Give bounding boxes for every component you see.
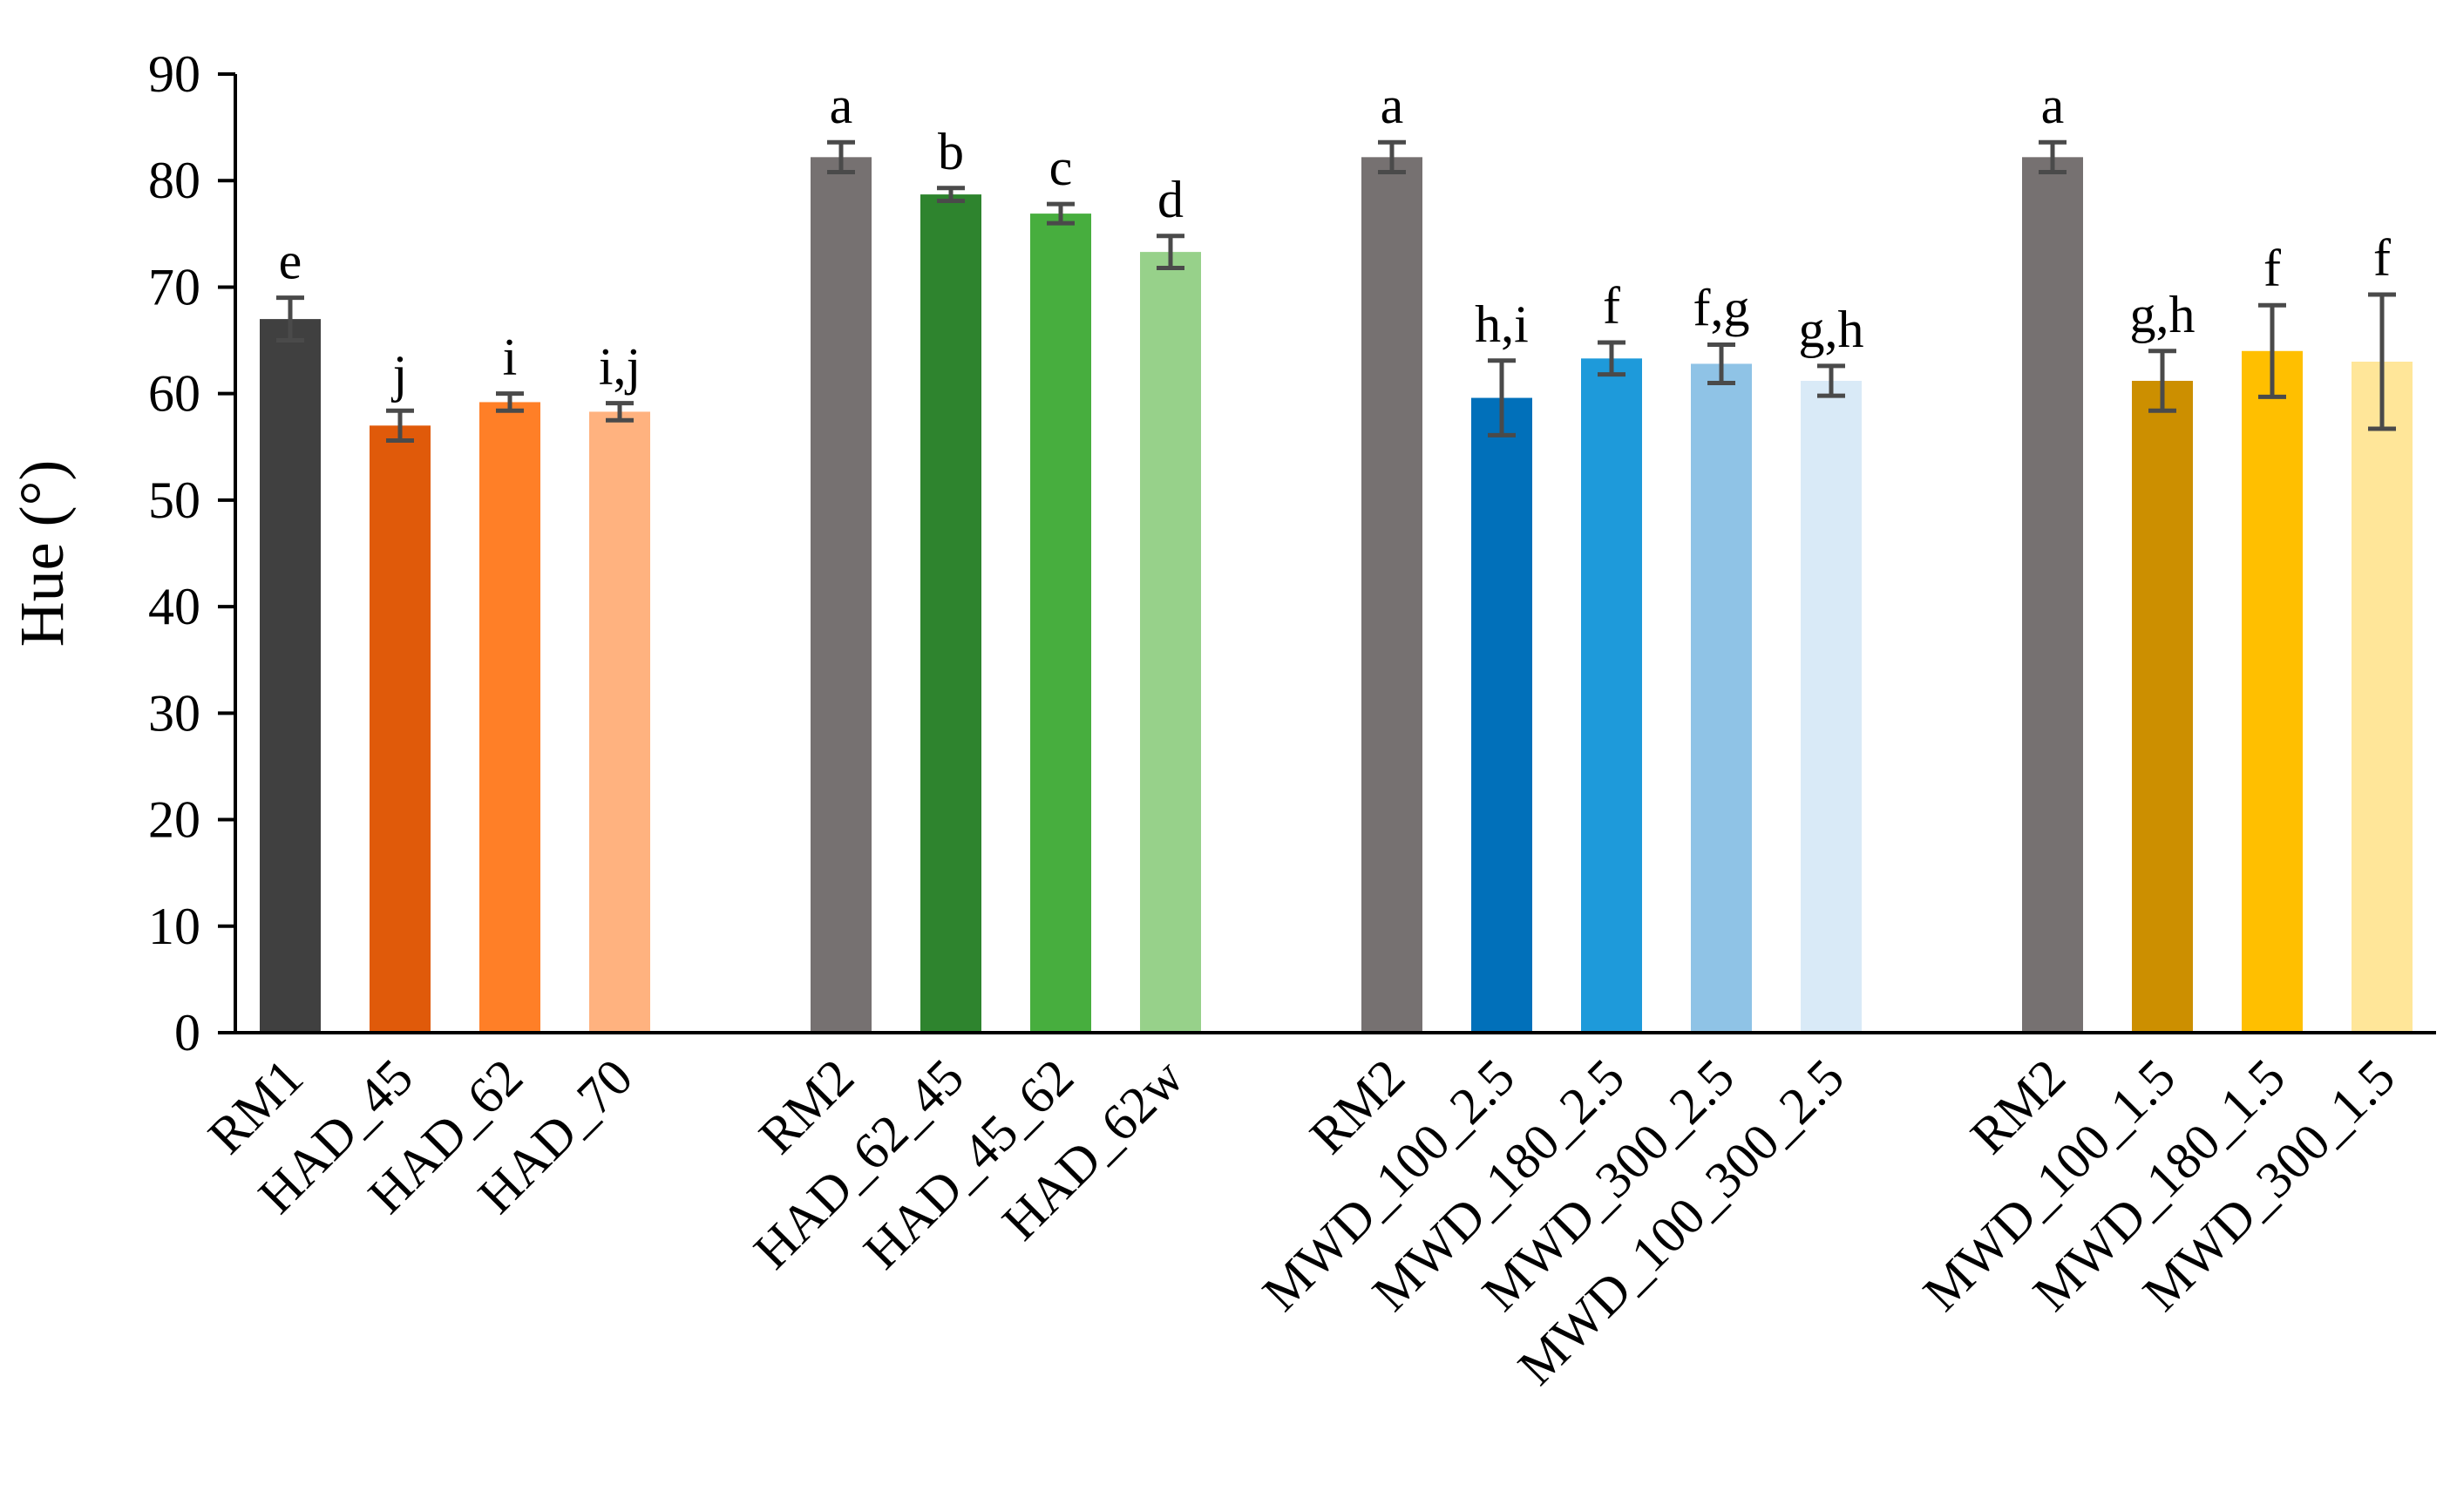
bar xyxy=(2022,157,2083,1034)
significance-letter: a xyxy=(2041,77,2065,134)
significance-letter: a xyxy=(1381,77,1404,134)
y-ticks-layer: 0 10 20 30 40 50 60 70 80 90 xyxy=(148,45,235,1061)
bar xyxy=(1140,252,1201,1034)
bar xyxy=(370,425,431,1033)
axes-layer xyxy=(234,74,2436,1034)
significance-letter: f xyxy=(1603,277,1620,335)
significance-letter: a xyxy=(830,77,853,134)
y-axis-title: Hue (°) xyxy=(7,460,77,648)
y-tick-label: 30 xyxy=(148,684,200,742)
bar xyxy=(1801,381,1862,1033)
significance-letter: j xyxy=(391,345,408,403)
bar xyxy=(589,411,650,1033)
y-tick-label: 20 xyxy=(148,791,200,849)
significance-letter: e xyxy=(279,233,302,290)
bars-layer xyxy=(260,157,2413,1034)
bar xyxy=(1691,363,1752,1033)
significance-letter: g,h xyxy=(2130,286,2195,343)
bar xyxy=(1471,397,1532,1033)
significance-letter: i,j xyxy=(599,338,641,396)
y-tick-label: 40 xyxy=(148,578,200,635)
significance-letter: f,g xyxy=(1693,279,1750,336)
y-tick-label: 70 xyxy=(148,258,200,315)
bar xyxy=(2132,381,2193,1033)
significance-letter: f xyxy=(2263,240,2281,297)
significance-letter: c xyxy=(1049,139,1073,196)
bar xyxy=(2242,350,2303,1033)
y-tick-label: 90 xyxy=(148,45,200,103)
significance-letter: f xyxy=(2373,229,2391,287)
error-bars-layer xyxy=(276,139,2396,443)
significance-letters-layer: e j i i,j a b c d a h,i f f,g g,h a g,h f f xyxy=(279,77,2391,403)
bar xyxy=(1581,358,1642,1033)
significance-letter: b xyxy=(938,123,964,180)
y-tick-label: 80 xyxy=(148,152,200,209)
bar xyxy=(811,157,872,1034)
significance-letter: h,i xyxy=(1475,295,1529,353)
significance-letter: g,h xyxy=(1799,301,1864,358)
significance-letter: i xyxy=(503,329,518,386)
significance-letter: d xyxy=(1157,171,1184,228)
y-tick-label: 10 xyxy=(148,898,200,955)
bar xyxy=(260,319,321,1034)
y-tick-label: 50 xyxy=(148,471,200,529)
bar xyxy=(920,194,981,1034)
bar xyxy=(479,402,540,1033)
y-tick-label: 0 xyxy=(174,1004,200,1061)
bar xyxy=(1361,157,1422,1034)
bar xyxy=(1030,214,1091,1034)
y-tick-label: 60 xyxy=(148,365,200,423)
bar xyxy=(2352,362,2413,1033)
